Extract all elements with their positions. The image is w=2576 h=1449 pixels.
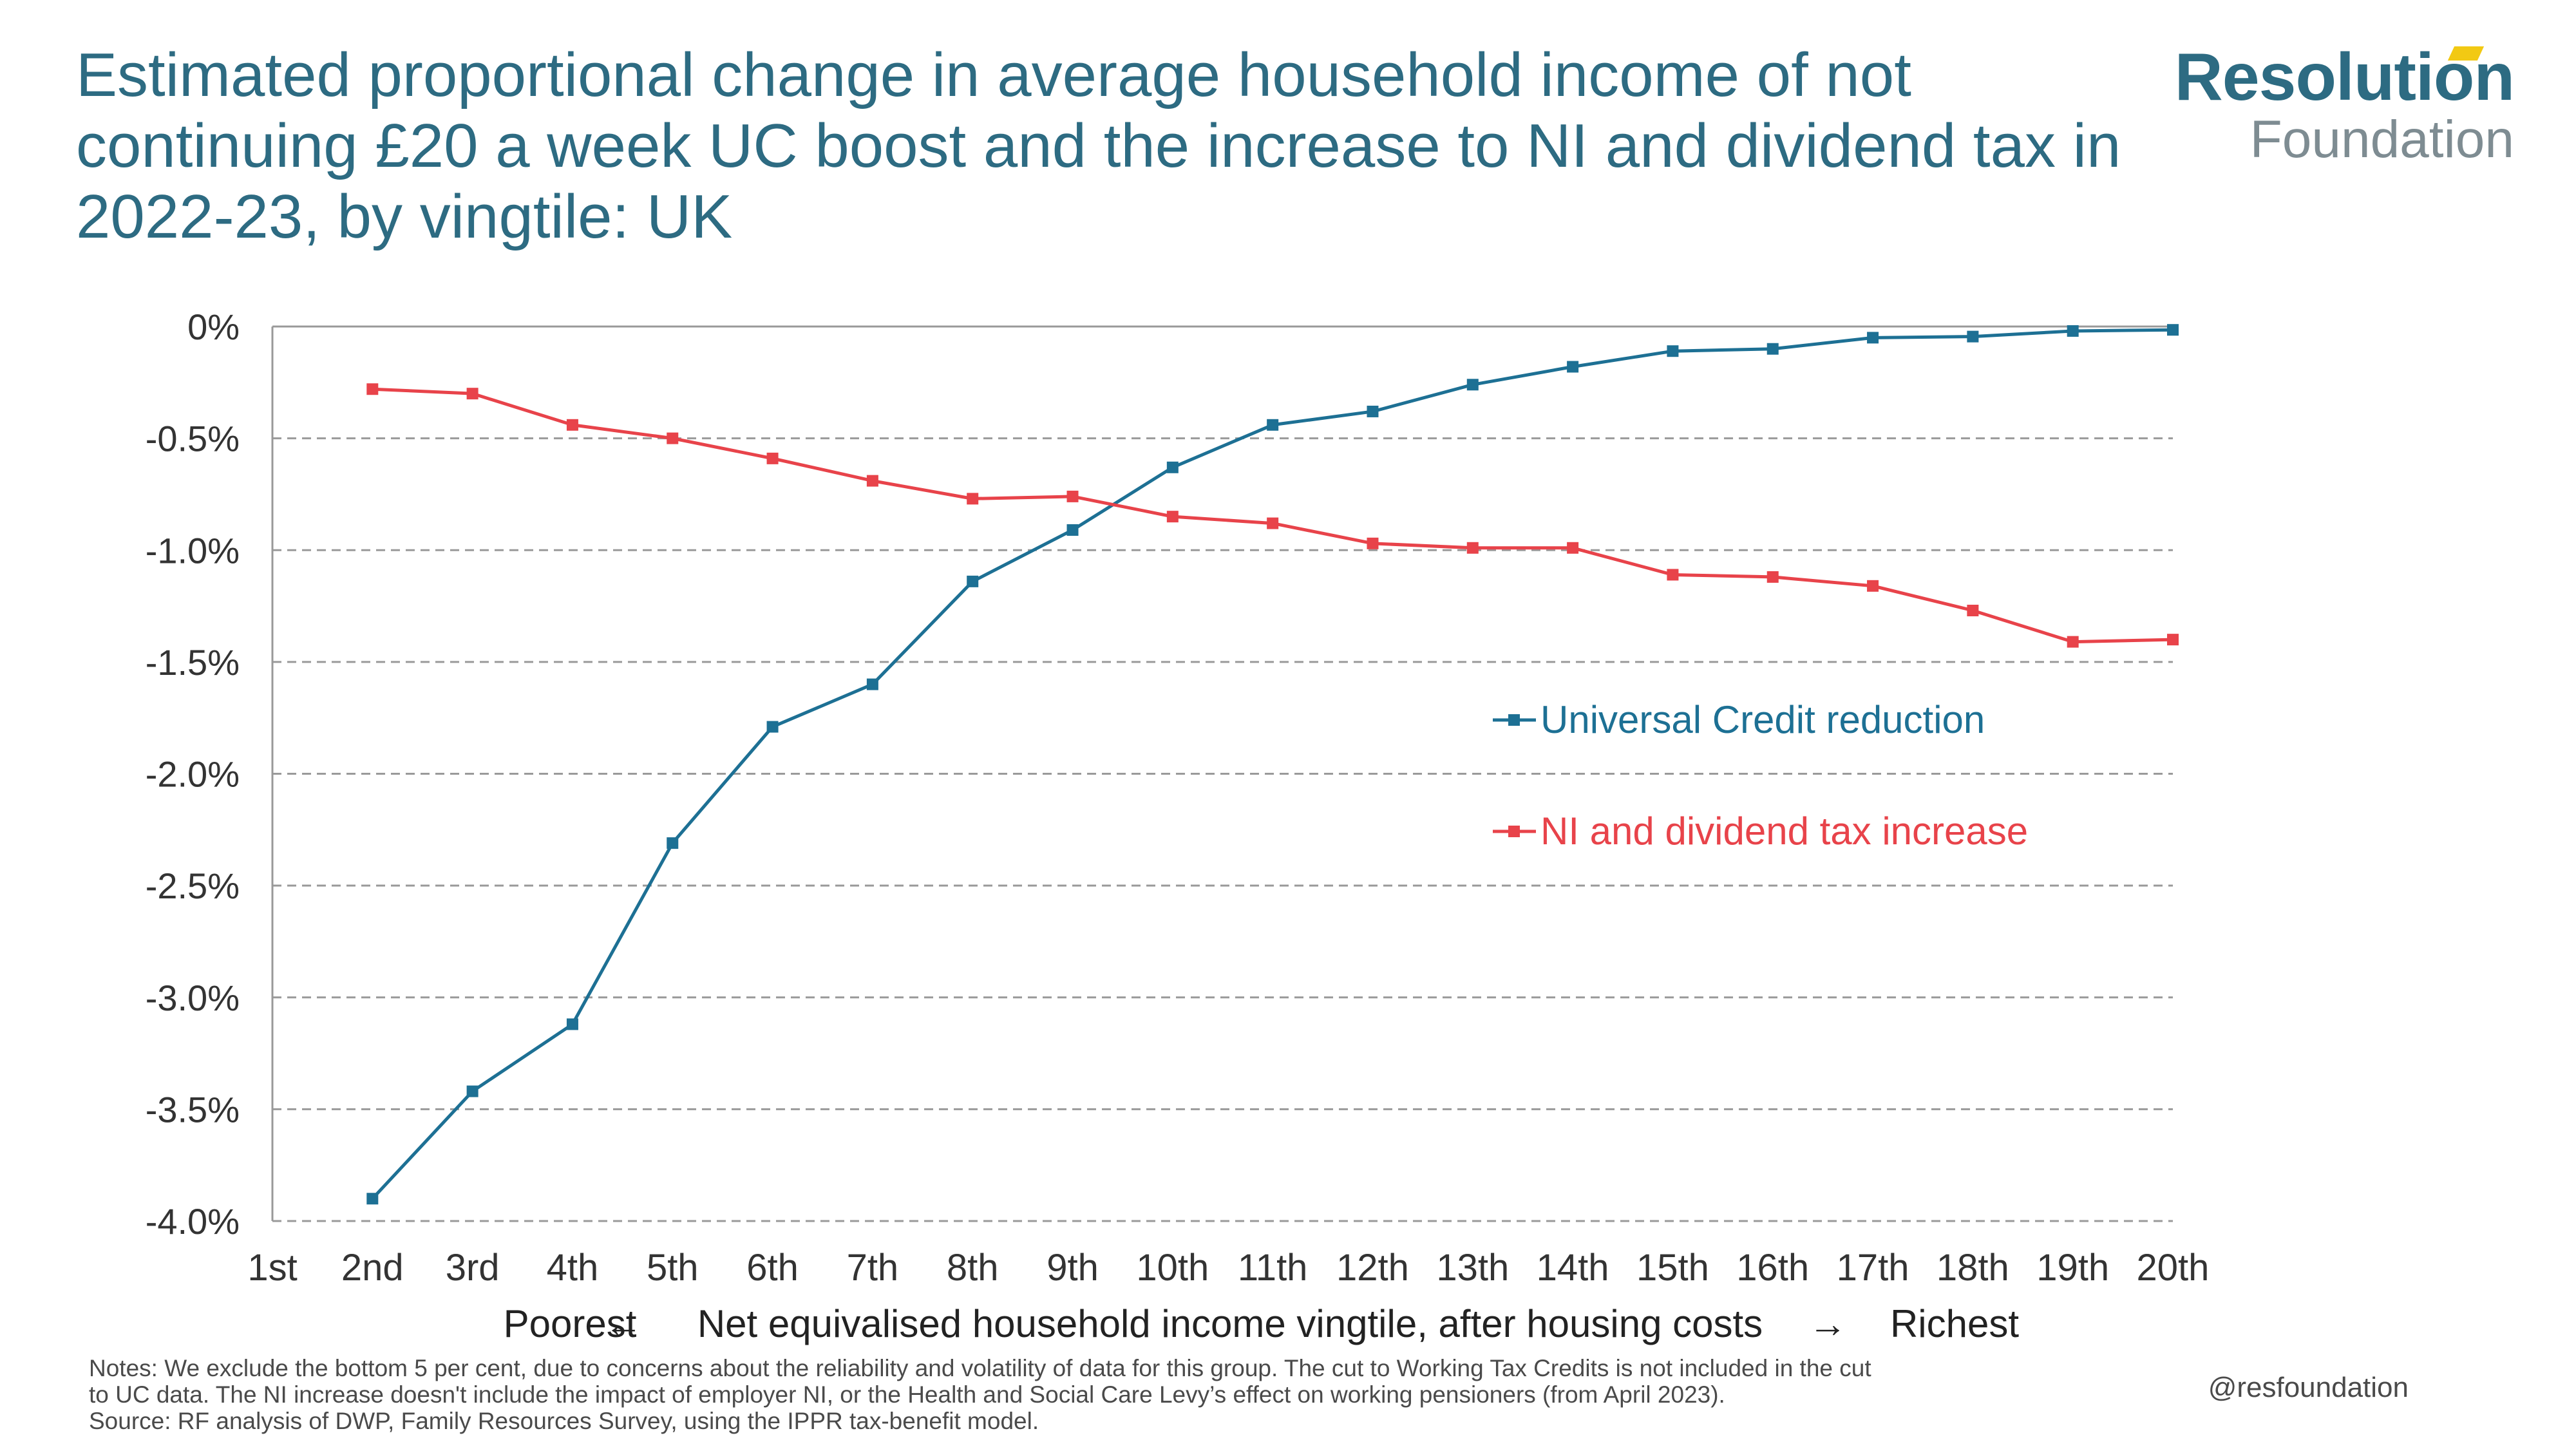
- data-point: [1367, 405, 1379, 417]
- data-point: [1567, 361, 1579, 373]
- x-tick-label: 13th: [1436, 1247, 1509, 1289]
- chart-title: Estimated proportional change in average…: [76, 41, 2121, 251]
- x-tick-label: 2nd: [341, 1247, 404, 1289]
- y-tick-label: -4.0%: [146, 1201, 240, 1242]
- series-line: [371, 328, 2174, 1200]
- legend-label: NI and dividend tax increase: [1540, 810, 2028, 853]
- data-point: [766, 721, 779, 733]
- data-point: [1267, 517, 1279, 529]
- x-tick-label: 7th: [847, 1247, 899, 1289]
- x-tick-label: 9th: [1046, 1247, 1099, 1289]
- y-tick-label: -3.0%: [146, 978, 240, 1018]
- x-tick-label: 20th: [2137, 1247, 2210, 1289]
- y-tick-label: -3.5%: [146, 1089, 240, 1130]
- x-tick-label: 5th: [647, 1247, 699, 1289]
- logo-main-text: Resolution: [2174, 40, 2515, 115]
- chart-gridlines: [272, 437, 2173, 1222]
- data-point: [1766, 343, 1779, 355]
- data-point: [667, 432, 679, 444]
- data-point: [1066, 490, 1079, 502]
- x-tick-label: 8th: [947, 1247, 999, 1289]
- notes-line-3: Source: RF analysis of DWP, Family Resou…: [89, 1408, 1039, 1434]
- resolution-foundation-logo: Resolution Foundation: [2174, 40, 2515, 169]
- data-point: [566, 1018, 578, 1030]
- x-tick-label: 15th: [1636, 1247, 1709, 1289]
- y-tick-label: -2.5%: [146, 866, 240, 906]
- notes-line-2: to UC data. The NI increase doesn't incl…: [89, 1381, 1725, 1408]
- data-point: [967, 493, 979, 505]
- x-tick-label: 3rd: [446, 1247, 500, 1289]
- data-point: [1967, 605, 1979, 617]
- twitter-handle: @resfoundation: [2208, 1372, 2409, 1403]
- x-tick-label: 4th: [547, 1247, 599, 1289]
- x-tick-label: 17th: [1837, 1247, 1909, 1289]
- y-tick-label: -1.5%: [146, 642, 240, 683]
- data-point: [1766, 571, 1779, 583]
- x-tick-label: 6th: [746, 1247, 799, 1289]
- data-point: [1867, 332, 1879, 344]
- data-point: [866, 475, 878, 487]
- x-axis-richest-label: Richest: [1890, 1302, 2019, 1345]
- series-ni-dividend-tax: [366, 383, 2179, 648]
- x-tick-label: 10th: [1136, 1247, 1209, 1289]
- logo-sub-text: Foundation: [2249, 110, 2514, 169]
- data-point: [566, 419, 578, 431]
- data-point: [1166, 511, 1179, 523]
- x-tick-label: 19th: [2036, 1247, 2109, 1289]
- x-tick-label: 18th: [1937, 1247, 2009, 1289]
- x-tick-label: 14th: [1537, 1247, 1609, 1289]
- y-tick-label: -2.0%: [146, 754, 240, 795]
- data-point: [1066, 524, 1079, 536]
- data-point: [1367, 537, 1379, 549]
- x-tick-label: 12th: [1336, 1247, 1409, 1289]
- data-point: [366, 1193, 379, 1205]
- data-point: [1267, 419, 1279, 431]
- data-point: [2067, 325, 2079, 337]
- right-arrow-icon: →: [1808, 1302, 1847, 1345]
- chart-legend: Universal Credit reduction NI and dividen…: [1493, 698, 2028, 853]
- x-tick-label: 11th: [1238, 1247, 1308, 1289]
- data-point: [466, 1085, 478, 1097]
- data-point: [366, 383, 379, 395]
- data-point: [1967, 330, 1979, 343]
- x-tick-label: 1st: [247, 1247, 297, 1289]
- series-universal-credit: [366, 324, 2179, 1205]
- data-point: [1466, 379, 1479, 391]
- x-axis-poorest-label: Poorest: [504, 1302, 637, 1345]
- data-point: [1867, 580, 1879, 592]
- y-tick-label: 0%: [187, 307, 240, 347]
- data-point: [667, 837, 679, 849]
- y-tick-label: -0.5%: [146, 419, 240, 459]
- data-point: [2067, 636, 2079, 648]
- y-tick-label: -1.0%: [146, 530, 240, 571]
- notes-line-1: Notes: We exclude the bottom 5 per cent,…: [89, 1355, 1871, 1381]
- x-tick-label: 16th: [1736, 1247, 1809, 1289]
- data-point: [1667, 569, 1679, 581]
- left-arrow-icon: ←: [604, 1302, 643, 1345]
- chart-notes: Notes: We exclude the bottom 5 per cent,…: [89, 1355, 2175, 1434]
- legend-marker: [1508, 826, 1520, 837]
- y-tick-labels: 0% -0.5% -1.0% -1.5% -2.0% -2.5% -3.0% -3.5% -4.…: [146, 307, 240, 1242]
- data-point: [1466, 542, 1479, 554]
- x-axis-title-text: Net equivalised household income vingtil…: [697, 1302, 1763, 1345]
- chart-axes: [271, 325, 2173, 1221]
- legend-label: Universal Credit reduction: [1540, 698, 1985, 741]
- data-point: [766, 452, 779, 464]
- x-axis-title: Poorest← Net equivalised household income…: [504, 1302, 2020, 1345]
- data-point: [2167, 324, 2179, 336]
- data-point: [1667, 345, 1679, 357]
- data-point: [967, 575, 979, 587]
- data-point: [466, 388, 478, 400]
- data-point: [1567, 542, 1579, 554]
- chart-series: [366, 324, 2179, 1205]
- x-tick-labels: 1st 2nd 3rd 4th 5th 6th 7th 8th 9th 10th 11th 12th 1…: [247, 1247, 2209, 1289]
- data-point: [2167, 634, 2179, 646]
- legend-marker: [1508, 714, 1520, 726]
- data-point: [866, 678, 878, 690]
- data-point: [1166, 461, 1179, 473]
